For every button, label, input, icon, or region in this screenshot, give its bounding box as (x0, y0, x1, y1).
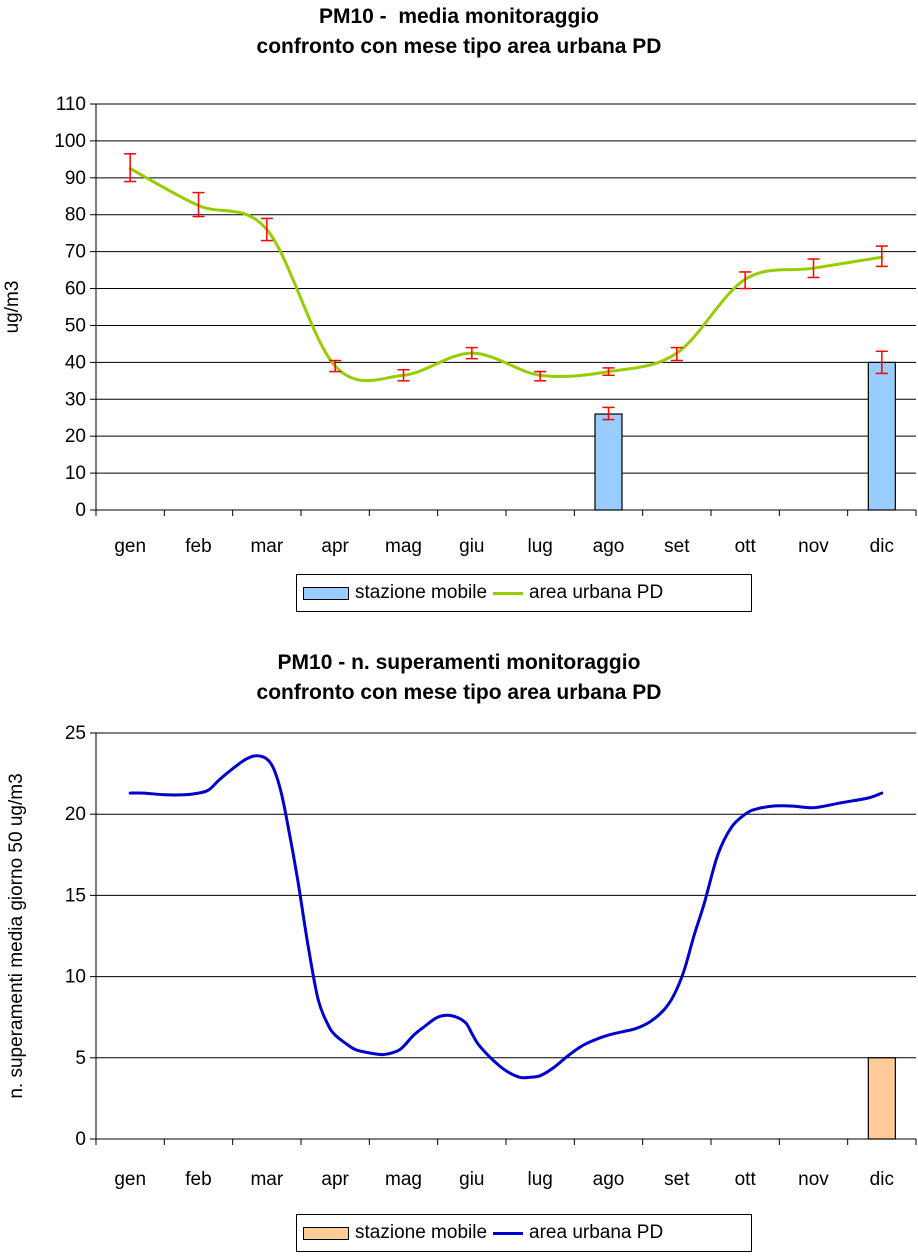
y-axis-label: n. superamenti media giorno 50 ug/m3 (6, 773, 27, 1098)
x-tick-label: ago (593, 536, 625, 557)
chart-legend: stazione mobile area urbana PD (296, 574, 752, 612)
chart-plot: 0 5 10 15 20 25 gen feb mar apr mag giu lug ago set ott… (6, 723, 917, 1190)
chart-title-line-2: confronto con mese tipo area urbana PD (256, 35, 662, 58)
y-tick-label: 80 (65, 205, 86, 226)
x-tick-label: nov (798, 536, 829, 557)
x-tick-label: ott (735, 1169, 757, 1190)
chart-title-line-1: PM10 - media monitoraggio (318, 5, 600, 28)
y-tick-label: 90 (65, 168, 86, 189)
x-tick-label: mar (250, 1169, 283, 1190)
series-line (128, 754, 884, 1080)
y-tick-label: 10 (65, 463, 86, 484)
legend-label-bar: stazione mobile (355, 1222, 488, 1243)
x-tick-label: ott (735, 536, 757, 557)
chart-mean: PM10 - media monitoraggio confronto con … (0, 0, 918, 625)
y-tick-label: 15 (65, 885, 86, 906)
y-tick-label: 100 (54, 131, 86, 152)
y-tick-label: 0 (75, 500, 86, 521)
y-tick-label: 20 (65, 426, 86, 447)
legend-swatch-bar (303, 1226, 349, 1240)
x-tick-label: lug (527, 1169, 552, 1190)
y-tick-label: 0 (75, 1129, 86, 1150)
x-tick-label: mag (385, 536, 422, 557)
x-tick-label: apr (321, 536, 349, 557)
y-tick-label: 30 (65, 389, 86, 410)
x-tick-label: dic (870, 1169, 894, 1190)
chart-title-line-2: confronto con mese tipo area urbana PD (256, 681, 662, 704)
y-tick-label: 60 (65, 279, 86, 300)
x-tick-label: giu (459, 536, 484, 557)
chart-legend: stazione mobile area urbana PD (296, 1214, 752, 1252)
x-tick-label: lug (527, 536, 552, 557)
x-tick-label: gen (114, 1169, 146, 1190)
legend-swatch-line (493, 1231, 524, 1235)
x-tick-label: giu (459, 1169, 484, 1190)
x-tick-label: gen (114, 536, 146, 557)
y-tick-label: 25 (65, 723, 86, 744)
y-tick-label: 20 (65, 804, 86, 825)
y-tick-label: 70 (65, 242, 86, 263)
y-tick-label: 110 (56, 94, 86, 115)
x-tick-label: mar (250, 536, 283, 557)
chart-plot: 0 10 20 30 40 50 60 70 80 90 100 110 gen feb mar apr mag… (2, 94, 917, 557)
y-tick-label: 5 (75, 1048, 86, 1069)
bar (867, 361, 896, 511)
x-tick-label: set (664, 1169, 690, 1190)
legend-label-line: area urbana PD (529, 582, 664, 603)
x-tick-label: feb (185, 1169, 211, 1190)
chart-title: PM10 - media monitoraggio confronto con … (0, 2, 918, 62)
x-tick-label: ago (593, 1169, 625, 1190)
series-line (128, 167, 884, 383)
x-tick-label: feb (185, 536, 211, 557)
chart-title-line-1: PM10 - n. superamenti monitoraggio (277, 651, 641, 674)
x-tick-label: mag (385, 1169, 422, 1190)
chart-exceedances: PM10 - n. superamenti monitoraggio confr… (0, 640, 918, 1258)
y-tick-label: 40 (65, 352, 86, 373)
x-tick-label: dic (870, 536, 894, 557)
chart-title: PM10 - n. superamenti monitoraggio confr… (0, 648, 918, 708)
y-tick-label: 10 (65, 967, 86, 988)
legend-swatch-bar (303, 586, 349, 600)
legend-label-line: area urbana PD (529, 1222, 664, 1243)
x-tick-label: apr (321, 1169, 349, 1190)
x-tick-label: nov (798, 1169, 829, 1190)
y-axis-label: ug/m3 (2, 281, 23, 334)
legend-swatch-line (493, 591, 524, 595)
bar (594, 413, 623, 511)
y-tick-label: 50 (65, 315, 86, 336)
x-tick-label: set (664, 536, 690, 557)
bar (867, 1057, 896, 1140)
legend-label-bar: stazione mobile (355, 582, 488, 603)
